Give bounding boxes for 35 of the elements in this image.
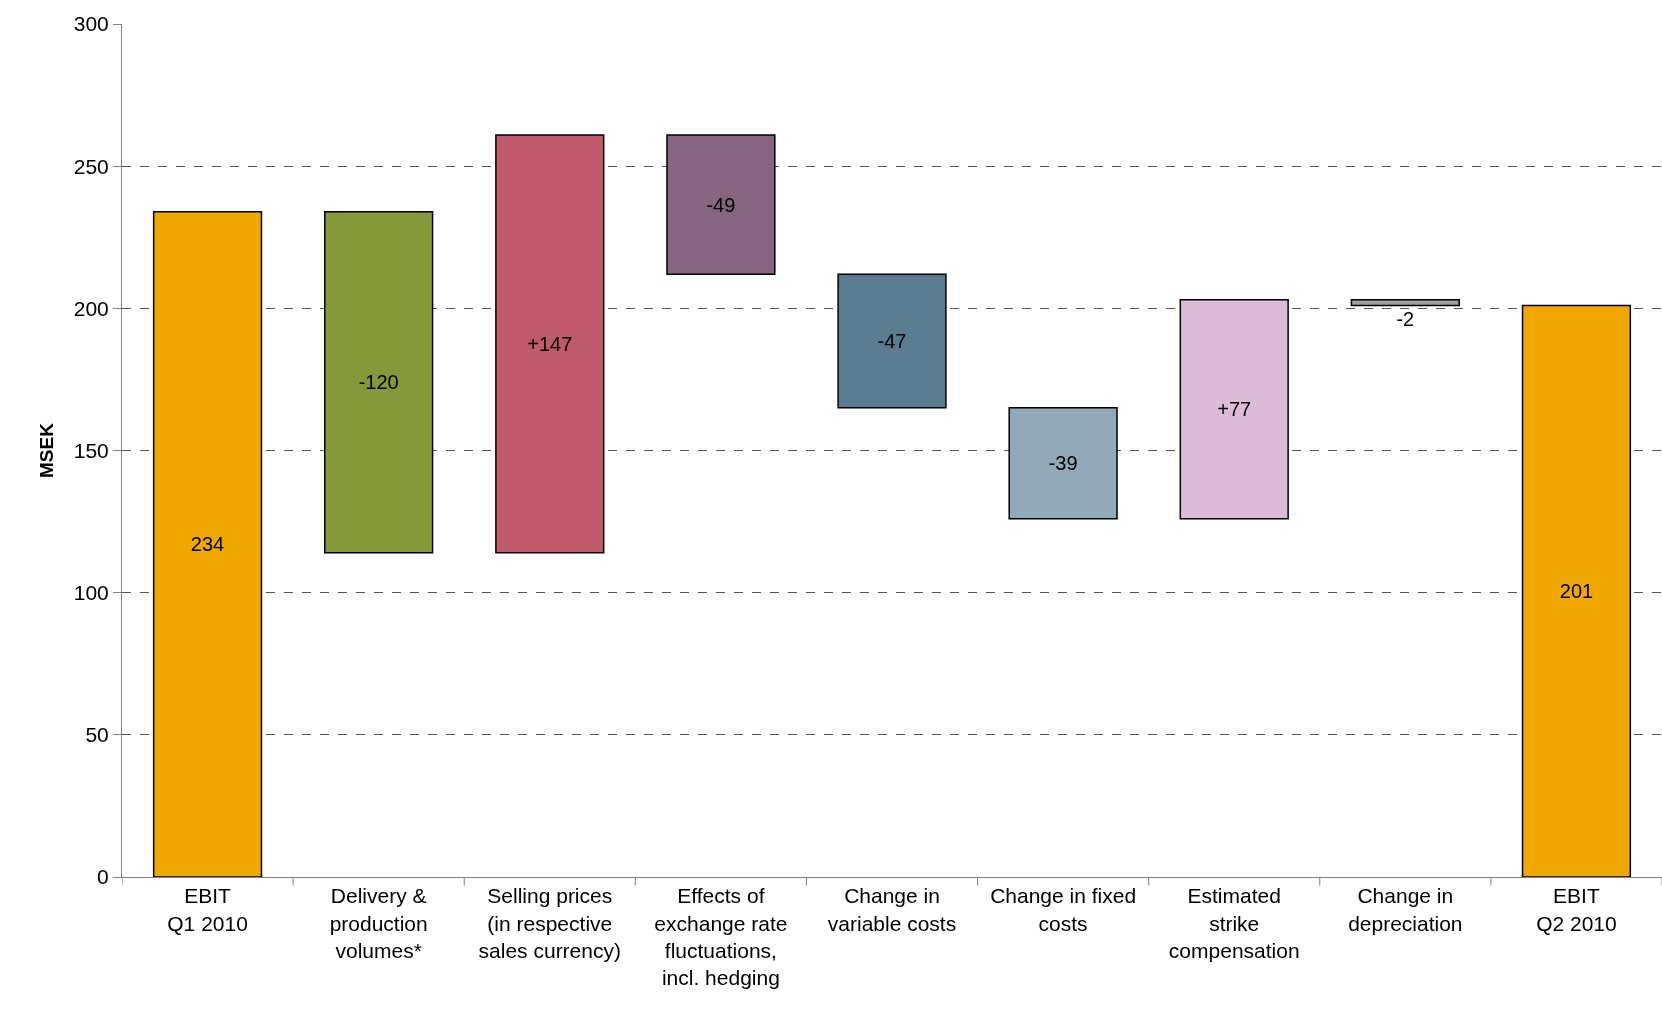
- bar: [495, 134, 605, 554]
- data-label: +77: [1217, 398, 1252, 421]
- x-tick-label: Change in fixed costs: [990, 884, 1137, 935]
- y-tick-label: 0: [97, 865, 109, 889]
- x-tick-label: EBIT Q1 2010: [167, 884, 248, 935]
- y-axis-title: MSEK: [35, 422, 57, 478]
- bar: [1008, 407, 1118, 520]
- y-tick-label: 200: [73, 296, 109, 320]
- y-tick-label: 50: [85, 723, 109, 747]
- bar: [1179, 299, 1289, 520]
- bar: [1521, 304, 1632, 877]
- data-label: +147: [527, 332, 573, 355]
- x-tick-label: Change in depreciation: [1348, 884, 1463, 935]
- x-tick-label: Selling prices (in respective sales currency): [478, 884, 621, 962]
- y-tick-label: 150: [73, 438, 109, 462]
- y-tick-label: 100: [73, 581, 109, 605]
- y-tick-label: 300: [73, 12, 109, 36]
- data-label: -39: [1048, 452, 1078, 475]
- bar: [666, 134, 776, 275]
- x-tick-label: Effects of exchange rate fluctuations, incl. hedging: [654, 884, 788, 990]
- data-label: -2: [1396, 308, 1415, 331]
- x-tick-label: EBIT Q2 2010: [1536, 884, 1617, 935]
- bar: [152, 210, 263, 877]
- x-tick-label: Estimated strike compensation: [1168, 884, 1300, 962]
- bar: [324, 210, 434, 554]
- bar: [1350, 299, 1460, 307]
- data-label: -49: [706, 193, 736, 216]
- bar: [837, 273, 947, 409]
- data-label: -47: [877, 330, 907, 353]
- data-label: 234: [190, 533, 225, 556]
- x-tick-label: Change in variable costs: [827, 884, 957, 935]
- x-tick-label: Delivery & production volumes*: [329, 884, 428, 962]
- data-label: -120: [358, 371, 399, 394]
- data-label: 201: [1559, 580, 1594, 603]
- y-tick-label: 250: [73, 154, 109, 178]
